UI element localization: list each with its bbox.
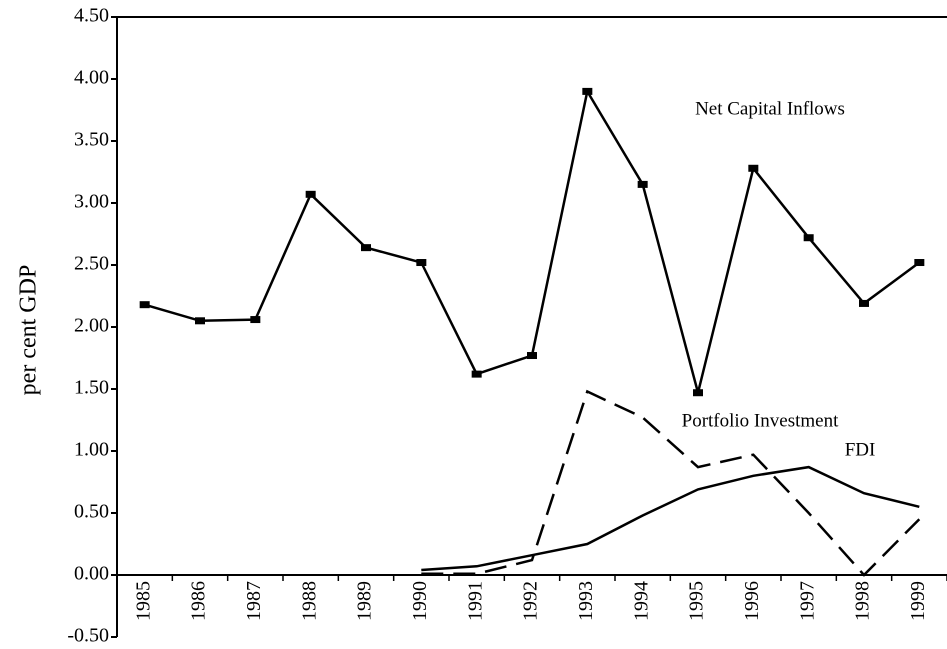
x-tick-label: 1990 bbox=[409, 581, 431, 621]
x-tick-label: 1998 bbox=[852, 581, 874, 621]
x-tick-label: 1988 bbox=[298, 581, 320, 621]
y-tick-label: 4.50 bbox=[74, 5, 109, 27]
point-marker bbox=[305, 190, 316, 198]
x-tick-label: 1985 bbox=[132, 581, 154, 621]
x-tick-label: 1986 bbox=[188, 581, 210, 621]
y-tick-label: 4.00 bbox=[74, 67, 109, 89]
point-marker bbox=[582, 87, 593, 95]
series-line bbox=[421, 465, 920, 572]
y-tick-label: 3.50 bbox=[74, 129, 109, 151]
y-tick-label: 1.50 bbox=[74, 377, 109, 399]
y-tick-label: -0.50 bbox=[67, 625, 109, 647]
y-tick-label: 0.00 bbox=[74, 563, 109, 585]
y-tick-label: 2.00 bbox=[74, 315, 109, 337]
x-tick-label: 1987 bbox=[243, 581, 265, 621]
point-marker bbox=[527, 352, 537, 360]
point-marker bbox=[471, 370, 482, 378]
point-marker bbox=[637, 180, 648, 188]
point-marker bbox=[803, 234, 814, 242]
point-marker bbox=[139, 301, 150, 309]
x-tick-label: 1991 bbox=[464, 581, 486, 621]
x-tick-label: 1989 bbox=[354, 581, 376, 621]
x-tick-label: 1993 bbox=[575, 581, 597, 621]
y-tick-label: 1.00 bbox=[74, 439, 109, 461]
y-tick-label: 0.50 bbox=[74, 501, 109, 523]
series-label: Portfolio Investment bbox=[682, 410, 839, 431]
series-line bbox=[144, 88, 921, 394]
y-tick-label: 2.50 bbox=[74, 253, 109, 275]
point-marker bbox=[416, 259, 427, 267]
y-tick-label: 3.00 bbox=[74, 191, 109, 213]
point-marker bbox=[361, 244, 371, 252]
point-marker bbox=[859, 299, 869, 307]
point-marker bbox=[914, 259, 925, 267]
x-tick-label: 1992 bbox=[520, 581, 542, 621]
x-tick-label: 1995 bbox=[686, 581, 708, 621]
series-label: Net Capital Inflows bbox=[695, 98, 845, 119]
x-tick-label: 1999 bbox=[907, 581, 929, 621]
point-marker bbox=[195, 317, 205, 325]
x-tick-label: 1997 bbox=[796, 581, 818, 621]
series-label: FDI bbox=[845, 439, 876, 460]
point-marker bbox=[250, 316, 261, 324]
y-axis-title: per cent GDP bbox=[16, 265, 42, 396]
point-marker bbox=[693, 389, 703, 397]
series-line bbox=[421, 389, 921, 577]
point-marker bbox=[748, 164, 759, 172]
x-tick-label: 1996 bbox=[741, 581, 763, 621]
x-tick-label: 1994 bbox=[630, 581, 652, 621]
